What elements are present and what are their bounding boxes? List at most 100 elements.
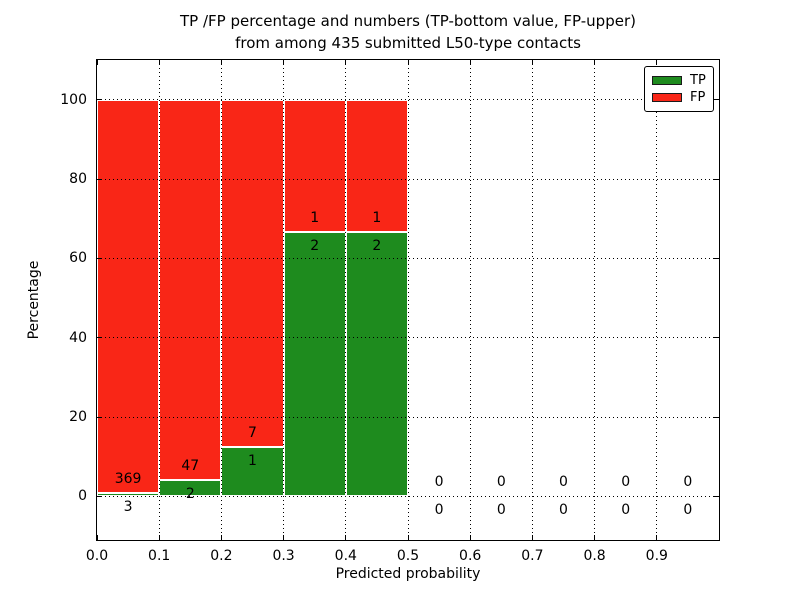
x-tick-label: 0.5 — [396, 548, 420, 564]
x-tick-label: 0.6 — [459, 548, 482, 564]
plot-inner — [96, 60, 719, 540]
y-tick-mark-right — [714, 99, 719, 101]
x-tick-mark — [656, 535, 658, 540]
y-tick-mark-right — [714, 337, 719, 339]
fp-count-label: 0 — [683, 474, 693, 491]
bar-segment-tp — [221, 446, 284, 497]
y-tick-mark — [97, 416, 102, 418]
grid-line-vertical — [469, 60, 471, 540]
tp-count-label: 0 — [496, 502, 506, 519]
x-tick-mark-top — [407, 60, 409, 65]
x-tick-mark-top — [469, 60, 471, 65]
fp-legend-swatch-icon — [652, 93, 682, 102]
bar-segment-fp — [283, 99, 346, 232]
x-tick-mark-top — [345, 60, 347, 65]
y-tick-label: 60 — [69, 250, 87, 267]
x-tick-mark — [220, 535, 222, 540]
fp-count-label: 7 — [248, 424, 257, 441]
legend: TP FP — [644, 66, 714, 112]
grid-line-horizontal — [97, 257, 719, 259]
x-tick-mark-top — [283, 60, 285, 65]
bar-segment-tp — [97, 493, 160, 497]
bar-segment-fp — [221, 99, 284, 447]
y-tick-mark — [97, 337, 102, 339]
grid-line-vertical — [283, 60, 285, 540]
tp-count-label: 0 — [434, 502, 444, 519]
x-tick-label: 0.3 — [272, 548, 295, 564]
tp-legend-label: TP — [690, 73, 706, 88]
bar-segment-tp — [345, 231, 408, 497]
fp-count-label: 0 — [496, 474, 506, 491]
fp-count-label: 47 — [181, 458, 200, 475]
bar-segment-tp — [159, 480, 222, 497]
x-tick-label: 0.1 — [148, 548, 171, 564]
x-tick-mark-top — [158, 60, 160, 65]
grid-line-vertical — [656, 60, 658, 540]
tp-count-label: 2 — [310, 237, 320, 254]
y-tick-label: 0 — [78, 488, 87, 505]
x-tick-mark-top — [656, 60, 658, 65]
legend-item-fp: FP — [652, 89, 706, 106]
chart-title-line1: TP /FP percentage and numbers (TP-bottom… — [180, 12, 636, 30]
tp-count-label: 1 — [248, 452, 257, 469]
y-tick-mark-right — [714, 416, 719, 418]
y-tick-label: 80 — [69, 171, 87, 187]
grid-line-horizontal — [97, 337, 719, 339]
grid-line-vertical — [158, 60, 160, 540]
tp-count-label: 0 — [559, 502, 568, 519]
tp-count-label: 3 — [123, 499, 133, 516]
grid-line-vertical — [531, 60, 533, 540]
bar-segment-fp — [97, 99, 160, 494]
fp-count-label: 1 — [372, 210, 382, 227]
bar-segment-tp — [283, 231, 346, 497]
plot-area: TP FP — [96, 59, 720, 541]
x-tick-mark-top — [220, 60, 222, 65]
chart-title-line2: from among 435 submitted L50-type contac… — [235, 34, 581, 52]
chart-title: TP /FP percentage and numbers (TP-bottom… — [96, 10, 720, 54]
grid-line-horizontal — [97, 416, 719, 418]
x-tick-mark — [407, 535, 409, 540]
x-tick-mark — [158, 535, 160, 540]
x-axis-label: Predicted probability — [335, 566, 481, 582]
grid-line-horizontal — [97, 495, 719, 497]
fp-count-label: 369 — [114, 471, 142, 488]
tp-count-label: 2 — [185, 486, 195, 503]
legend-item-tp: TP — [652, 72, 706, 89]
x-tick-mark — [283, 535, 285, 540]
grid-line-vertical — [345, 60, 347, 540]
x-tick-mark — [531, 535, 533, 540]
tp-count-label: 2 — [372, 237, 382, 254]
bar-segment-fp — [159, 99, 222, 481]
y-tick-mark-right — [714, 257, 719, 259]
x-tick-mark — [594, 535, 596, 540]
grid-line-horizontal — [97, 99, 719, 101]
x-tick-label: 0.9 — [645, 548, 668, 564]
x-tick-mark-top — [96, 60, 98, 65]
grid-line-vertical — [407, 60, 409, 540]
grid-line-vertical — [220, 60, 222, 540]
y-tick-mark — [97, 99, 102, 101]
x-tick-label: 0.8 — [583, 548, 606, 564]
fp-count-label: 0 — [434, 474, 444, 491]
y-tick-label: 40 — [69, 329, 87, 346]
fp-legend-label: FP — [690, 90, 706, 105]
y-tick-mark — [97, 257, 102, 259]
x-tick-mark — [345, 535, 347, 540]
y-axis-label: Percentage — [26, 260, 42, 340]
x-tick-label: 0.4 — [334, 548, 357, 564]
bar-segment-fp — [345, 99, 408, 232]
tp-count-label: 0 — [683, 502, 693, 519]
grid-line-horizontal — [97, 178, 719, 180]
y-tick-mark-right — [714, 178, 719, 180]
tp-legend-swatch-icon — [652, 76, 682, 85]
y-tick-mark-right — [714, 495, 719, 497]
tp-count-label: 0 — [621, 502, 631, 519]
fp-count-label: 1 — [310, 210, 320, 227]
fp-count-label: 0 — [621, 474, 631, 491]
x-tick-mark-top — [531, 60, 533, 65]
x-tick-mark — [96, 535, 98, 540]
x-tick-label: 0.2 — [210, 548, 233, 564]
x-tick-mark-top — [594, 60, 596, 65]
x-tick-label: 0.7 — [521, 548, 544, 564]
